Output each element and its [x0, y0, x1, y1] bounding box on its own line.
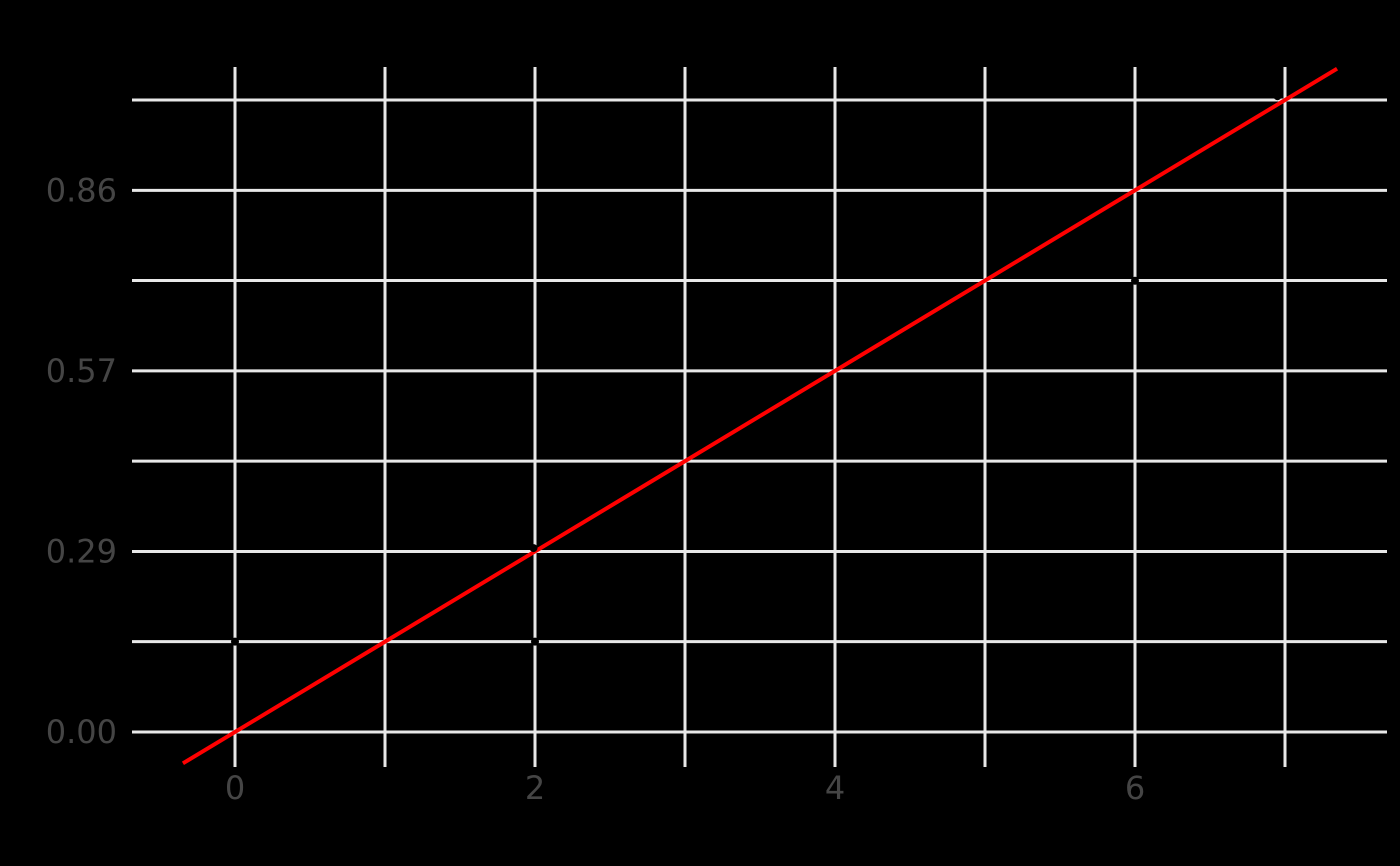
trend-line: [181, 66, 1339, 766]
y-tick-label: 0.29: [46, 532, 117, 570]
data-point: [1273, 92, 1282, 101]
data-point: [531, 637, 539, 646]
data-points: [231, 92, 1282, 646]
y-tick-label: 0.00: [46, 713, 117, 751]
vertical-gridlines: [233, 67, 1287, 767]
x-tick-label: 0: [225, 769, 245, 807]
x-tick-label: 4: [825, 769, 845, 807]
y-tick-label: 0.57: [46, 352, 117, 390]
y-tick-label: 0.86: [46, 171, 117, 209]
data-point: [1131, 276, 1139, 285]
x-axis-tick-labels: 0 2 4 6: [225, 769, 1145, 807]
y-axis-tick-labels: 0.00 0.29 0.57 0.86: [46, 171, 117, 751]
data-point: [529, 544, 538, 553]
x-tick-label: 6: [1125, 769, 1145, 807]
data-point: [231, 637, 239, 646]
horizontal-gridlines: [132, 98, 1387, 734]
x-tick-label: 2: [525, 769, 545, 807]
